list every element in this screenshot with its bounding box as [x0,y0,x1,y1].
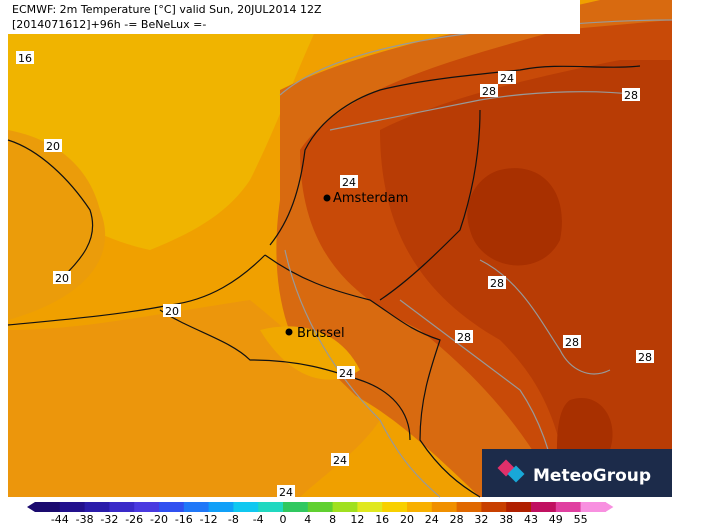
colorbar-label: 16 [375,513,389,525]
city-label: Brussel [297,326,345,341]
contour-label: 24 [339,367,353,380]
colorbar-segment [208,502,234,512]
header-box [8,0,580,34]
hottest-region [380,60,672,497]
coastline [7,65,641,498]
colorbar-label: 49 [549,513,563,525]
contour-label-box [163,304,181,317]
colorbar-label: -26 [125,513,143,525]
city-label: Amsterdam [333,191,408,206]
contour-label-box [563,335,581,348]
colorbar-segment [407,502,433,512]
contour-label: 28 [638,351,652,364]
peak-region [467,168,562,266]
colorbar-segment [506,502,532,512]
contour-label: 28 [565,336,579,349]
colorbar-label: 0 [280,513,287,525]
colorbar-label: 4 [304,513,311,525]
colorbar-label: -4 [253,513,264,525]
colorbar-label: -12 [200,513,218,525]
logo-text: MeteoGroup [533,466,651,486]
colorbar-label: -8 [228,513,239,525]
contour-label: 24 [342,176,356,189]
contour-label-box [337,366,355,379]
colorbar-segment [35,502,61,512]
city-marker [285,328,293,336]
contour-label-box [480,84,498,97]
colorbar-label: 20 [400,513,414,525]
contour-label: 20 [55,272,69,285]
cool-spot [260,326,360,380]
contour-label: 28 [457,331,471,344]
colorbar-segment [531,502,557,512]
colorbar-tip [605,502,614,512]
contour-label: 28 [624,89,638,102]
colorbar-segment [382,502,408,512]
contour-label-box [44,139,62,152]
colorbar-segment [233,502,259,512]
colorbar-segment [456,502,482,512]
contour-label: 24 [279,486,293,499]
colorbar-tip [27,502,35,512]
contour-label-box [53,271,71,284]
colorbar-segment [134,502,160,512]
colorbar-label: 24 [425,513,439,525]
colorbar-segment [84,502,110,512]
colorbar-label: -44 [51,513,69,525]
header-line: ECMWF: 2m Temperature [°C] valid Sun, 20… [12,3,322,16]
contour-label: 16 [18,52,32,65]
colorbar-segment [59,502,86,512]
colorbar-label: -32 [100,513,118,525]
colorbar-segment [183,502,210,512]
contour-label-box [340,175,358,188]
colorbar-segment [580,502,606,512]
colorbar-segment [431,502,458,512]
colorbar-label: 55 [574,513,588,525]
contour-label: 28 [482,85,496,98]
contour-label-box [636,350,654,363]
colorbar-segment [555,502,582,512]
colorbar-label: 28 [450,513,464,525]
logo-icon [497,459,525,483]
colorbar-label: -20 [150,513,168,525]
contour-label-box [331,453,349,466]
contour-label-box [498,71,516,84]
contour-label-box [277,485,295,498]
contour-label: 28 [490,277,504,290]
contour-label: 20 [165,305,179,318]
colorbar-segment [357,502,383,512]
contour-label: 24 [500,72,514,85]
colorbar-label: 43 [524,513,538,525]
warm-region [8,130,106,320]
colorbar-label: 32 [474,513,488,525]
contour-label-box [622,88,640,101]
colorbar-label: 8 [329,513,336,525]
contour-label-box [16,51,34,64]
colorbar-label: 12 [350,513,364,525]
colorbar-segment [258,502,284,512]
colorbar-segment [109,502,135,512]
colorbar-segment [159,502,185,512]
contour-label-box [455,330,473,343]
colorbar-segment [307,502,334,512]
colorbar-label: -16 [175,513,193,525]
contour-label-box [488,276,506,289]
city-marker [323,194,331,202]
colorbar-segment [283,502,309,512]
colorbar-label: 38 [499,513,513,525]
colorbar-segment [332,502,358,512]
colorbar-label: -38 [76,513,94,525]
colorbar-segment [481,502,507,512]
header-line: [2014071612]+96h -= BeNeLux =- [12,18,206,31]
contour-label: 24 [333,454,347,467]
contour-label: 20 [46,140,60,153]
